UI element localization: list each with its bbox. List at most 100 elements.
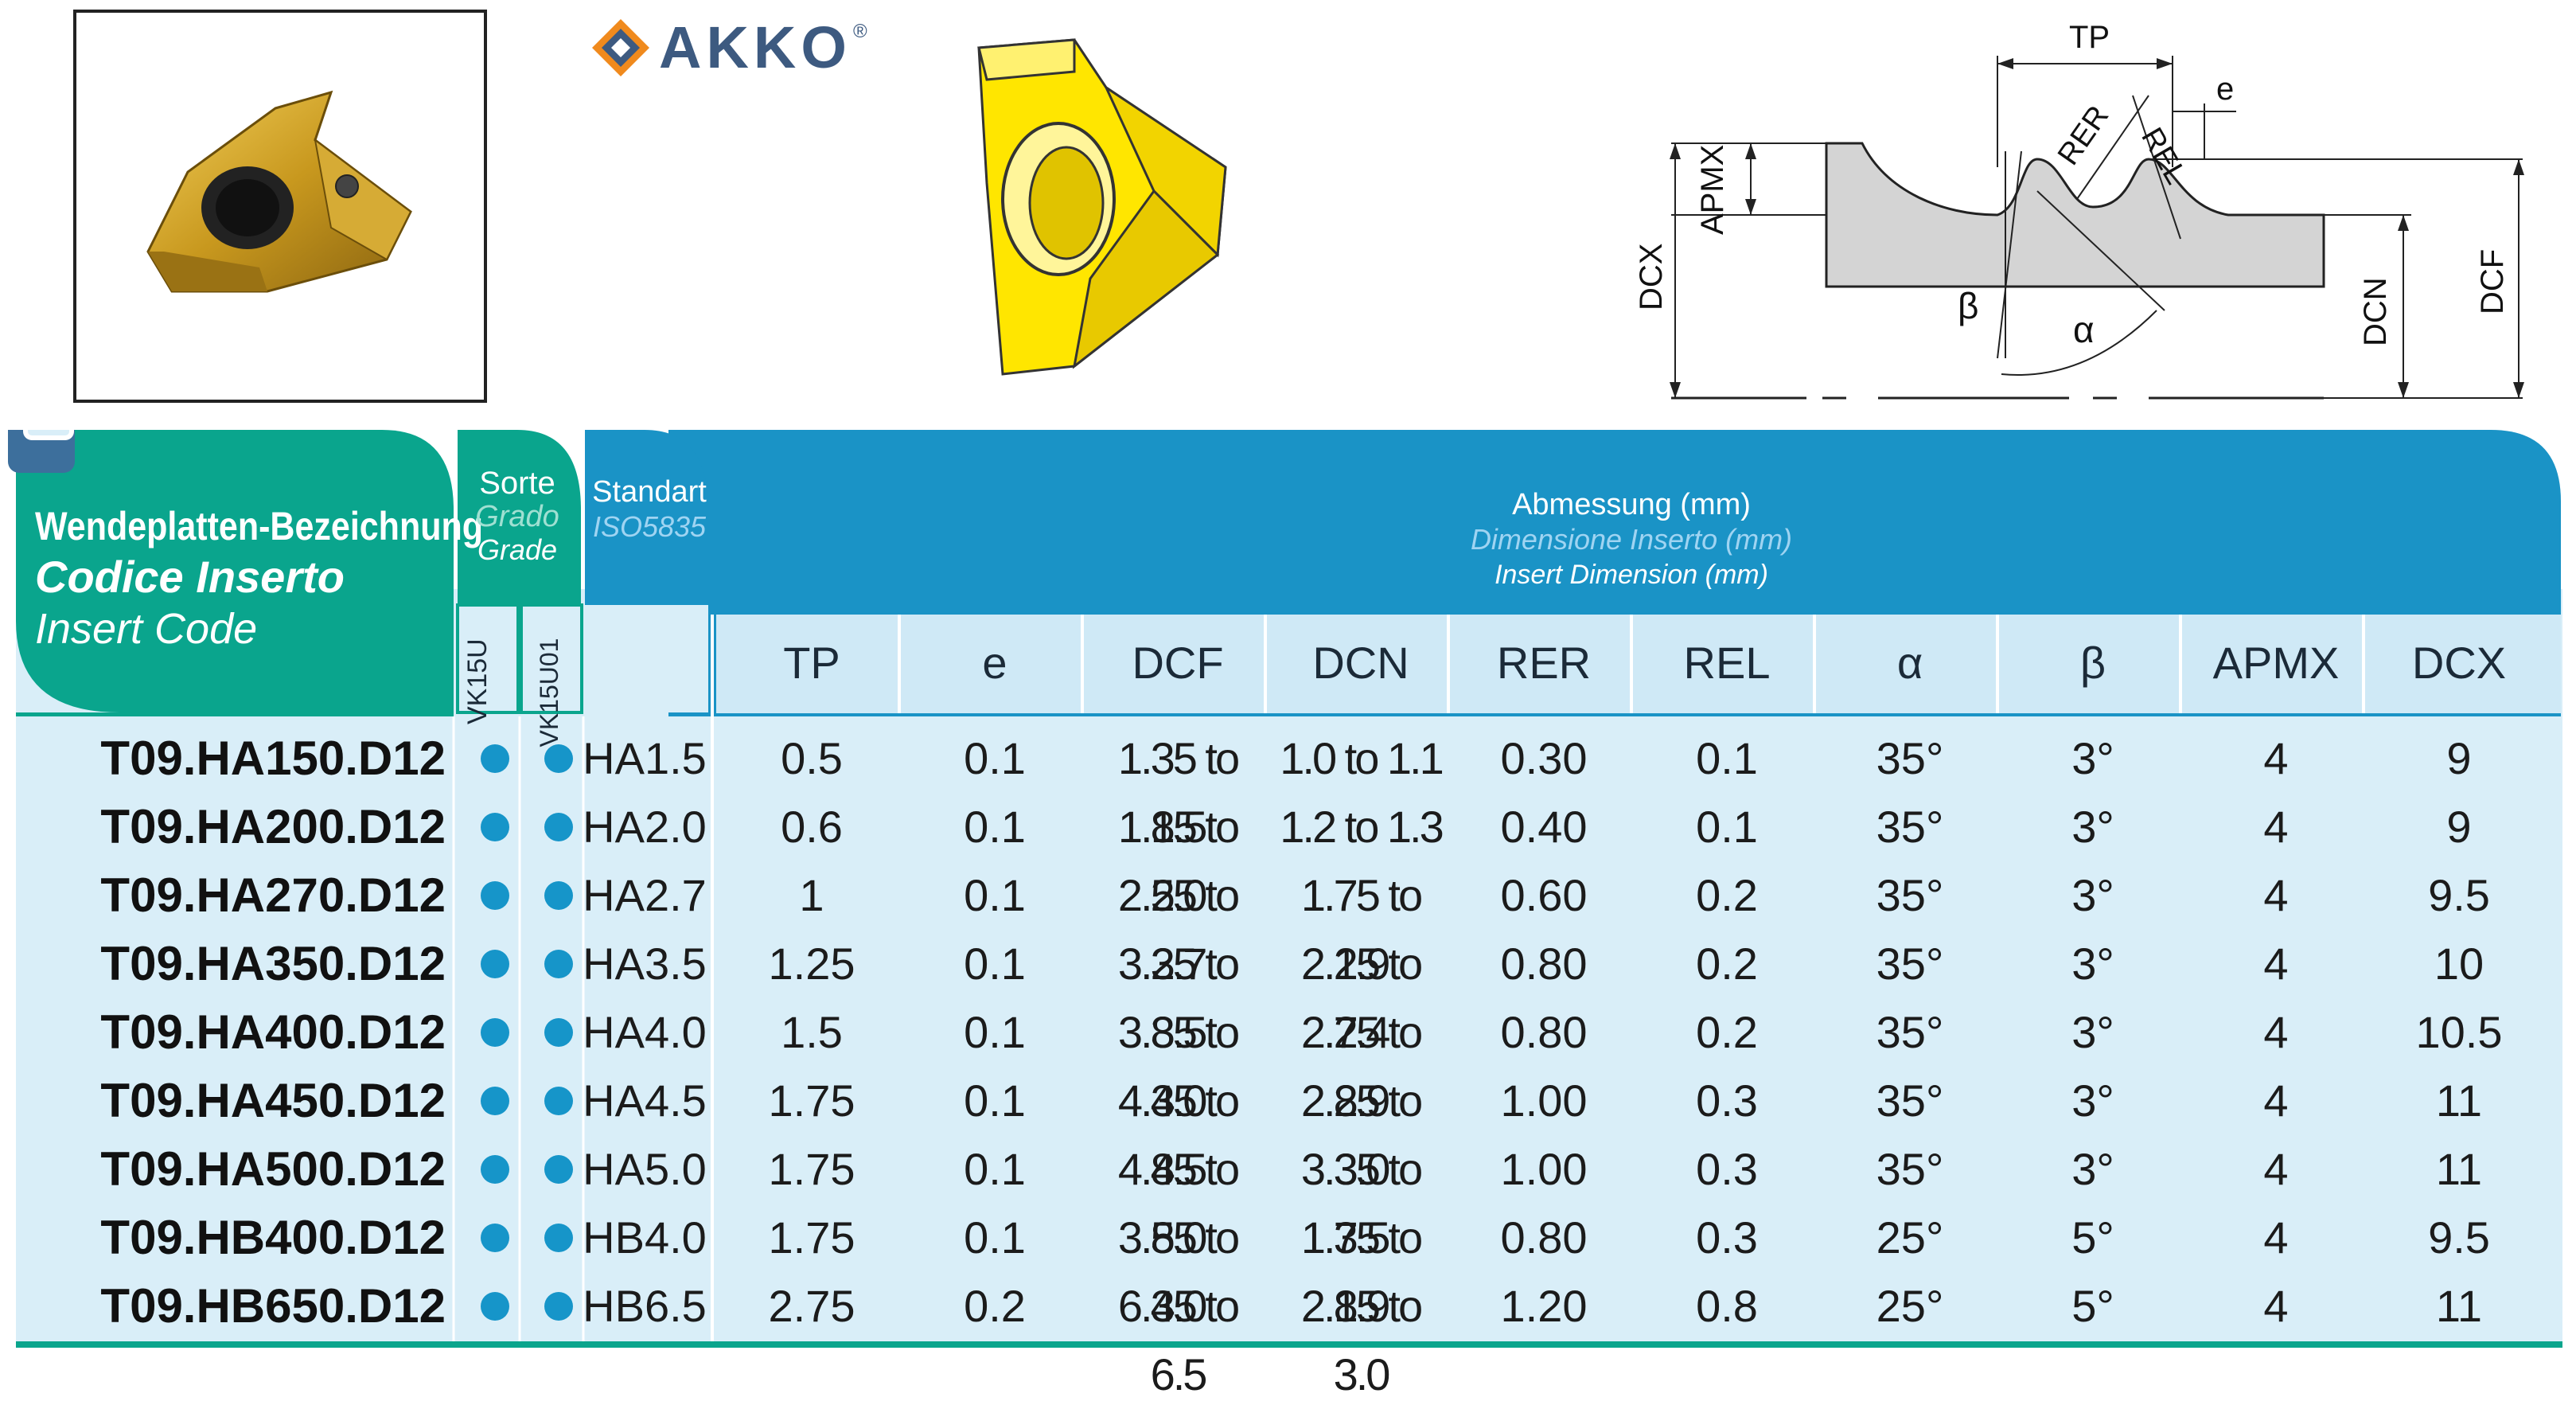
grade-header-de: Sorte xyxy=(479,466,555,501)
cell-dcf: 1.35 to 1.5 xyxy=(1117,733,1240,852)
cell-dcf: 4.35 to 4.5 xyxy=(1117,1075,1240,1194)
col-dcn: DCN xyxy=(1312,638,1409,688)
cell-tp: 1.25 xyxy=(768,939,855,989)
col-rer: RER xyxy=(1496,638,1592,688)
standard-header-iso: ISO5835 xyxy=(592,510,707,543)
standard-value: HA2.7 xyxy=(583,870,707,920)
cell-rel: 0.2 xyxy=(1696,1007,1758,1057)
cell-alpha: 35° xyxy=(1876,1144,1944,1194)
grade-vk15u01-dot xyxy=(544,813,573,841)
cell-dcx: 9 xyxy=(2446,733,2472,783)
dim-dcn: DCN xyxy=(2358,277,2393,346)
grade-vk15u-dot xyxy=(481,1155,509,1184)
cell-apmx: 4 xyxy=(2263,1212,2289,1263)
cell-rer: 0.80 xyxy=(1500,1212,1588,1263)
standard-value: HA5.0 xyxy=(583,1144,707,1194)
cell-apmx: 4 xyxy=(2263,802,2289,852)
col-e: e xyxy=(982,638,1007,688)
standard-value: HB6.5 xyxy=(583,1281,707,1331)
cell-rel: 0.1 xyxy=(1696,733,1758,783)
cell-alpha: 35° xyxy=(1876,733,1944,783)
standard-value: HA2.0 xyxy=(583,802,707,852)
grade-vk15u-dot xyxy=(481,1224,509,1252)
cell-dcn: 2.85 to 3.0 xyxy=(1300,1075,1423,1194)
cell-rer: 0.30 xyxy=(1500,733,1588,783)
brand-logo: AKKO ® xyxy=(589,18,875,78)
grade-vk15u-dot xyxy=(481,1018,509,1047)
cell-dcf: 2.55 to 2.7 xyxy=(1117,870,1240,989)
insert-code: T09.HA400.D12 xyxy=(100,1005,446,1059)
cell-alpha: 25° xyxy=(1876,1281,1944,1331)
insert-code: T09.HB650.D12 xyxy=(100,1279,446,1333)
dimension-header-en: Insert Dimension (mm) xyxy=(1495,560,1768,590)
cell-beta: 5° xyxy=(2071,1281,2114,1331)
col-dcx: DCX xyxy=(2411,638,2507,688)
cell-dcx: 9 xyxy=(2446,802,2472,852)
technical-drawing: TP e APMX DCX DCN DCF RER REL α β xyxy=(1623,8,2547,406)
cell-apmx: 4 xyxy=(2263,1007,2289,1057)
table-row: T09.HB650.D12 HB6.5 2.75 0.2 6.35 to 6.5 2.85… xyxy=(16,1272,2562,1399)
cell-tp: 2.75 xyxy=(768,1281,855,1331)
table-row: T09.HB400.D12 HB4.0 1.75 0.1 3.85 to 4.0 1.75… xyxy=(16,1204,2562,1331)
table-row: T09.HA150.D12 HA1.5 0.5 0.1 1.35 to 1.5 1.0 t… xyxy=(16,724,2562,852)
cell-beta: 5° xyxy=(2071,1212,2114,1263)
cell-tp: 1.75 xyxy=(768,1212,855,1263)
dim-dcx: DCX xyxy=(1634,244,1669,310)
cell-rel: 0.2 xyxy=(1696,939,1758,989)
cell-dcx: 11 xyxy=(2435,1281,2483,1331)
grade-vk15u01-dot xyxy=(544,881,573,910)
grade-vk15u01-dot xyxy=(544,950,573,978)
cell-dcf: 1.85 to 2.0 xyxy=(1117,802,1240,920)
cell-dcf: 3.85 to 4.0 xyxy=(1117,1212,1240,1331)
cell-dcx: 10.5 xyxy=(2415,1007,2503,1057)
cell-rel: 0.8 xyxy=(1696,1281,1758,1331)
grade-vk15u01-dot xyxy=(544,1292,573,1321)
cell-rer: 0.40 xyxy=(1500,802,1588,852)
cell-tp: 1 xyxy=(799,870,824,920)
grade-vk15u-dot xyxy=(481,813,509,841)
standard-value: HA4.0 xyxy=(583,1007,707,1057)
cell-tp: 1.5 xyxy=(781,1007,843,1057)
cell-dcn: 1.75 to 1.9 xyxy=(1300,870,1423,989)
cell-apmx: 4 xyxy=(2263,939,2289,989)
cell-e: 0.1 xyxy=(964,1212,1026,1263)
cell-dcf: 4.85 to 5.0 xyxy=(1117,1144,1240,1263)
cell-apmx: 4 xyxy=(2263,1075,2289,1126)
cell-beta: 3° xyxy=(2071,1144,2114,1194)
cell-beta: 3° xyxy=(2071,1075,2114,1126)
grade-header: Sorte Grado Grade xyxy=(458,466,577,567)
table-row: T09.HA450.D12 HA4.5 1.75 0.1 4.35 to 4.5 2.85… xyxy=(16,1067,2562,1194)
cell-tp: 1.75 xyxy=(768,1075,855,1126)
cell-apmx: 4 xyxy=(2263,733,2289,783)
table-row: T09.HA400.D12 HA4.0 1.5 0.1 3.85 to 4.0 2.75 … xyxy=(16,998,2562,1126)
cell-dcn: 1.2 to 1.3 xyxy=(1280,802,1444,852)
grade-vk15u-dot xyxy=(481,1087,509,1115)
grade-vk15u-dot xyxy=(481,744,509,773)
dim-apmx: APMX xyxy=(1695,145,1730,235)
dim-dcf: DCF xyxy=(2475,249,2510,314)
cell-beta: 3° xyxy=(2071,733,2114,783)
cell-e: 0.1 xyxy=(964,1075,1026,1126)
cell-rer: 0.80 xyxy=(1500,939,1588,989)
cell-rel: 0.1 xyxy=(1696,802,1758,852)
cell-apmx: 4 xyxy=(2263,1281,2289,1331)
standard-value: HB4.0 xyxy=(583,1212,707,1263)
cell-alpha: 35° xyxy=(1876,802,1944,852)
insert-code: T09.HA150.D12 xyxy=(100,732,446,785)
code-header-en: Insert Code xyxy=(35,605,258,653)
cell-e: 0.1 xyxy=(964,802,1026,852)
cell-beta: 3° xyxy=(2071,939,2114,989)
cell-dcn: 2.75 to 2.9 xyxy=(1300,1007,1423,1126)
cell-dcf: 3.85 to 4.0 xyxy=(1117,1007,1240,1126)
col-apmx: APMX xyxy=(2212,638,2340,688)
cell-dcx: 11 xyxy=(2435,1075,2483,1126)
grade-vk15u: VK15U xyxy=(462,638,493,724)
cell-beta: 3° xyxy=(2071,1007,2114,1057)
table-row: T09.HA500.D12 HA5.0 1.75 0.1 4.85 to 5.0 3.35… xyxy=(16,1135,2562,1263)
cell-dcx: 9.5 xyxy=(2428,870,2490,920)
grade-vk15u01-dot xyxy=(544,1224,573,1252)
standard-header-de: Standart xyxy=(592,475,707,509)
cell-beta: 3° xyxy=(2071,870,2114,920)
cell-tp: 0.6 xyxy=(781,802,843,852)
insert-code: T09.HA500.D12 xyxy=(100,1142,446,1196)
